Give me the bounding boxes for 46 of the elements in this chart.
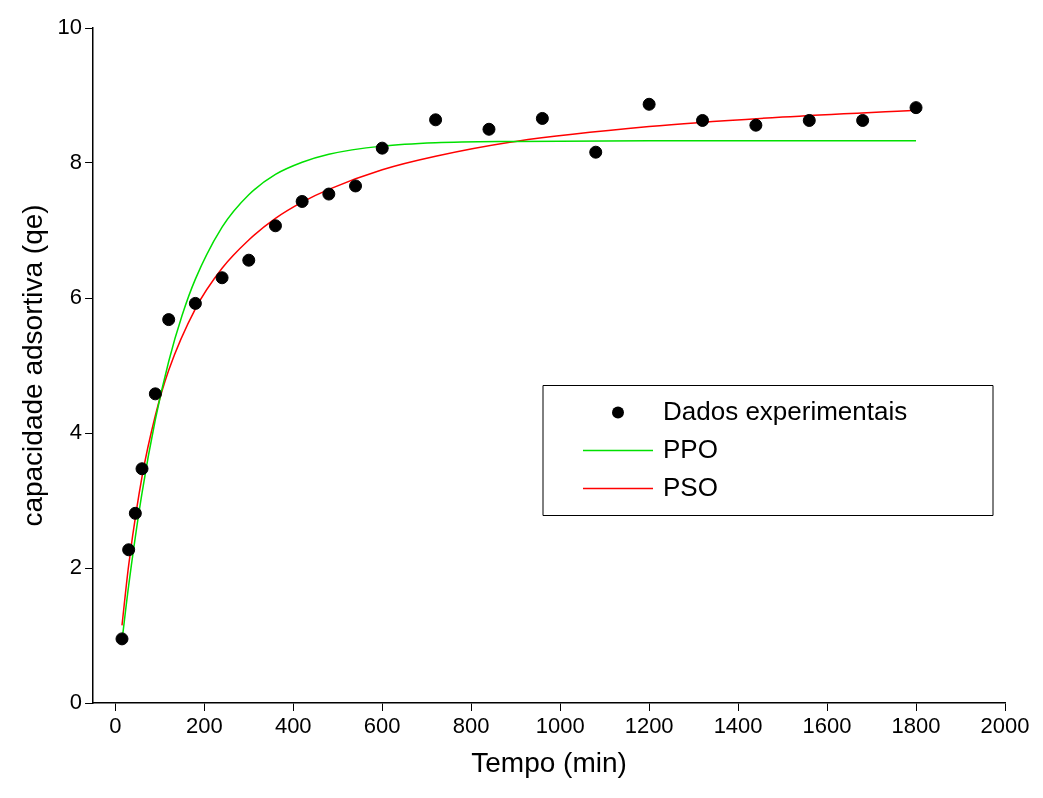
x-tick-label: 800: [452, 713, 490, 739]
point: [642, 97, 656, 111]
x-tick-label: 600: [363, 713, 401, 739]
point: [162, 313, 176, 327]
point: [128, 506, 142, 520]
point: [535, 111, 549, 125]
x-tick-label: 1400: [713, 713, 763, 739]
point: [482, 122, 496, 136]
point: [322, 187, 336, 201]
x-tick-label: 1200: [624, 713, 674, 739]
x-tick-label: 0: [109, 713, 122, 739]
point: [909, 101, 923, 115]
point: [802, 113, 816, 127]
point: [429, 113, 443, 127]
x-tick-label: 400: [274, 713, 312, 739]
legend-label: PPO: [663, 433, 718, 464]
y-tick-label: 0: [69, 689, 83, 715]
x-tick-label: 200: [185, 713, 223, 739]
point: [122, 543, 136, 557]
point: [188, 296, 202, 310]
x-axis-title: Tempo (min): [471, 746, 627, 778]
point: [856, 113, 870, 127]
x-tick-label: 1000: [535, 713, 585, 739]
point: [349, 179, 363, 193]
legend-label: Dados experimentais: [663, 395, 908, 426]
point: [115, 632, 129, 646]
x-tick-label: 1600: [802, 713, 852, 739]
point: [696, 113, 710, 127]
point: [242, 253, 256, 267]
point: [589, 145, 603, 159]
y-tick-label: 2: [69, 554, 83, 580]
point: [375, 141, 389, 155]
y-tick-label: 4: [69, 419, 83, 445]
x-tick-label: 2000: [980, 713, 1030, 739]
point: [749, 118, 763, 132]
point: [148, 387, 162, 401]
y-axis-title: capacidade adsortiva (qe): [16, 204, 48, 527]
x-tick-label: 1800: [891, 713, 941, 739]
y-tick-label: 8: [69, 149, 83, 175]
point: [135, 462, 149, 476]
legend-label: PSO: [663, 471, 718, 502]
point: [295, 194, 309, 208]
point: [215, 271, 229, 285]
y-tick-label: 10: [57, 14, 83, 40]
y-tick-label: 6: [69, 284, 83, 310]
point: [268, 219, 282, 233]
